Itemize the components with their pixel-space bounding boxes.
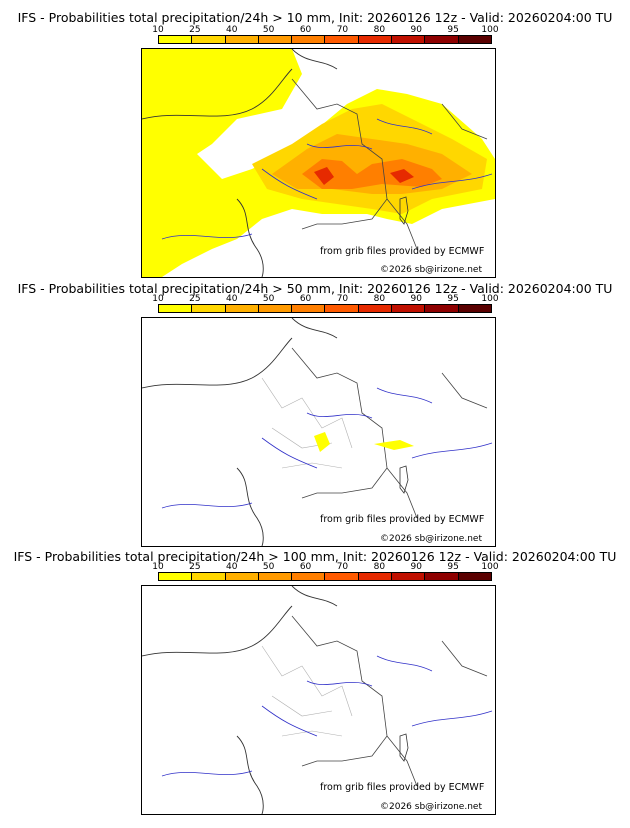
panel-1-copyright: ©2026 sb@irizone.net bbox=[380, 265, 482, 275]
rivers bbox=[161, 118, 493, 240]
colorbar-swatch bbox=[458, 36, 491, 43]
colorbar-swatch bbox=[258, 305, 293, 312]
panel-1-map-canvas bbox=[142, 49, 495, 277]
panel-1-credit: from grib files provided by ECMWF bbox=[320, 246, 485, 257]
precip-field-80 bbox=[314, 167, 414, 185]
colorbar-tick-label: 60 bbox=[299, 562, 312, 572]
colorbar-swatch bbox=[192, 305, 226, 312]
admin-lines bbox=[261, 377, 353, 469]
colorbar-tick-label: 90 bbox=[410, 562, 422, 572]
colorbar-swatch bbox=[225, 36, 259, 43]
panel-2-colorbar bbox=[158, 304, 492, 313]
colorbar-swatch bbox=[325, 36, 359, 43]
panel-2-colorbar-ticks: 10 25 40 50 60 70 80 90 95 100 bbox=[152, 294, 498, 304]
colorbar-tick-label: 10 bbox=[152, 562, 164, 572]
colorbar-tick-label: 100 bbox=[481, 25, 499, 35]
colorbar-tick-label: 50 bbox=[262, 25, 275, 35]
panel-2-title: IFS - Probabilities total precipitation/… bbox=[17, 281, 613, 296]
colorbar-tick-label: 10 bbox=[152, 25, 164, 35]
colorbar-tick-label: 50 bbox=[262, 562, 275, 572]
colorbar-tick-label: 70 bbox=[336, 562, 349, 572]
colorbar-tick-label: 100 bbox=[481, 562, 499, 572]
panel-3-map bbox=[141, 585, 496, 815]
panel-1-title: IFS - Probabilities total precipitation/… bbox=[17, 10, 613, 25]
colorbar-swatch bbox=[358, 36, 393, 43]
borders bbox=[291, 615, 488, 787]
colorbar-swatch bbox=[225, 305, 259, 312]
panel-2-map bbox=[141, 317, 496, 547]
colorbar-swatch bbox=[159, 573, 193, 580]
rivers bbox=[161, 655, 493, 777]
colorbar-tick-label: 25 bbox=[189, 25, 201, 35]
colorbar-tick-label: 40 bbox=[226, 562, 238, 572]
colorbar-tick-label: 90 bbox=[410, 25, 422, 35]
colorbar-swatch bbox=[392, 36, 426, 43]
colorbar-tick-label: 60 bbox=[299, 294, 312, 304]
corsica bbox=[399, 465, 409, 494]
panel-1-colorbar-ticks: 10 25 40 50 60 70 80 90 95 100 bbox=[152, 25, 498, 35]
panel-2-credit: from grib files provided by ECMWF bbox=[320, 514, 485, 525]
precip-field-low bbox=[314, 432, 414, 452]
coastline bbox=[142, 586, 338, 814]
colorbar-swatch bbox=[292, 36, 326, 43]
panel-2-map-canvas bbox=[142, 318, 493, 546]
colorbar-tick-label: 95 bbox=[447, 562, 459, 572]
colorbar-swatch bbox=[225, 573, 259, 580]
colorbar-tick-label: 60 bbox=[299, 25, 312, 35]
colorbar-swatch bbox=[392, 573, 426, 580]
colorbar-swatch bbox=[292, 305, 326, 312]
colorbar-tick-label: 70 bbox=[336, 294, 349, 304]
colorbar-swatch bbox=[425, 36, 459, 43]
panel-2-copyright: ©2026 sb@irizone.net bbox=[380, 534, 482, 544]
colorbar-tick-label: 80 bbox=[373, 562, 386, 572]
precip-field-60 bbox=[302, 159, 442, 189]
colorbar-tick-label: 95 bbox=[447, 25, 459, 35]
colorbar-swatch bbox=[258, 573, 293, 580]
colorbar-tick-label: 70 bbox=[336, 25, 349, 35]
colorbar-tick-label: 25 bbox=[189, 562, 201, 572]
corsica bbox=[399, 733, 409, 762]
colorbar-swatch bbox=[458, 573, 491, 580]
panel-3-colorbar-ticks: 10 25 40 50 60 70 80 90 95 100 bbox=[152, 562, 498, 572]
colorbar-swatch bbox=[192, 573, 226, 580]
colorbar-tick-label: 80 bbox=[373, 25, 386, 35]
colorbar-swatch bbox=[392, 305, 426, 312]
colorbar-swatch bbox=[425, 305, 459, 312]
colorbar-tick-label: 50 bbox=[262, 294, 275, 304]
panel-1-map bbox=[141, 48, 496, 278]
colorbar-tick-label: 90 bbox=[410, 294, 422, 304]
coastline bbox=[142, 49, 338, 277]
colorbar-tick-label: 95 bbox=[447, 294, 459, 304]
colorbar-swatch bbox=[325, 305, 359, 312]
colorbar-swatch bbox=[325, 573, 359, 580]
panel-3-copyright: ©2026 sb@irizone.net bbox=[380, 802, 482, 812]
colorbar-swatch bbox=[425, 573, 459, 580]
colorbar-swatch bbox=[192, 36, 226, 43]
colorbar-swatch bbox=[358, 305, 393, 312]
admin-lines bbox=[261, 645, 353, 737]
colorbar-tick-label: 10 bbox=[152, 294, 164, 304]
colorbar-tick-label: 40 bbox=[226, 25, 238, 35]
colorbar-swatch bbox=[159, 305, 193, 312]
colorbar-tick-label: 40 bbox=[226, 294, 238, 304]
coastline bbox=[142, 318, 338, 546]
corsica bbox=[399, 196, 409, 225]
colorbar-swatch bbox=[159, 36, 193, 43]
panel-1-colorbar bbox=[158, 35, 492, 44]
borders bbox=[291, 347, 488, 519]
panel-3-map-canvas bbox=[142, 586, 493, 814]
colorbar-swatch bbox=[258, 36, 293, 43]
panel-3-credit: from grib files provided by ECMWF bbox=[320, 782, 485, 793]
panel-3-colorbar bbox=[158, 572, 492, 581]
colorbar-tick-label: 25 bbox=[189, 294, 201, 304]
borders bbox=[291, 78, 488, 250]
rivers bbox=[161, 387, 493, 509]
colorbar-swatch bbox=[458, 305, 491, 312]
colorbar-tick-label: 80 bbox=[373, 294, 386, 304]
colorbar-swatch bbox=[292, 573, 326, 580]
colorbar-tick-label: 100 bbox=[481, 294, 499, 304]
panel-3-title: IFS - Probabilities total precipitation/… bbox=[13, 549, 617, 564]
colorbar-swatch bbox=[358, 573, 393, 580]
